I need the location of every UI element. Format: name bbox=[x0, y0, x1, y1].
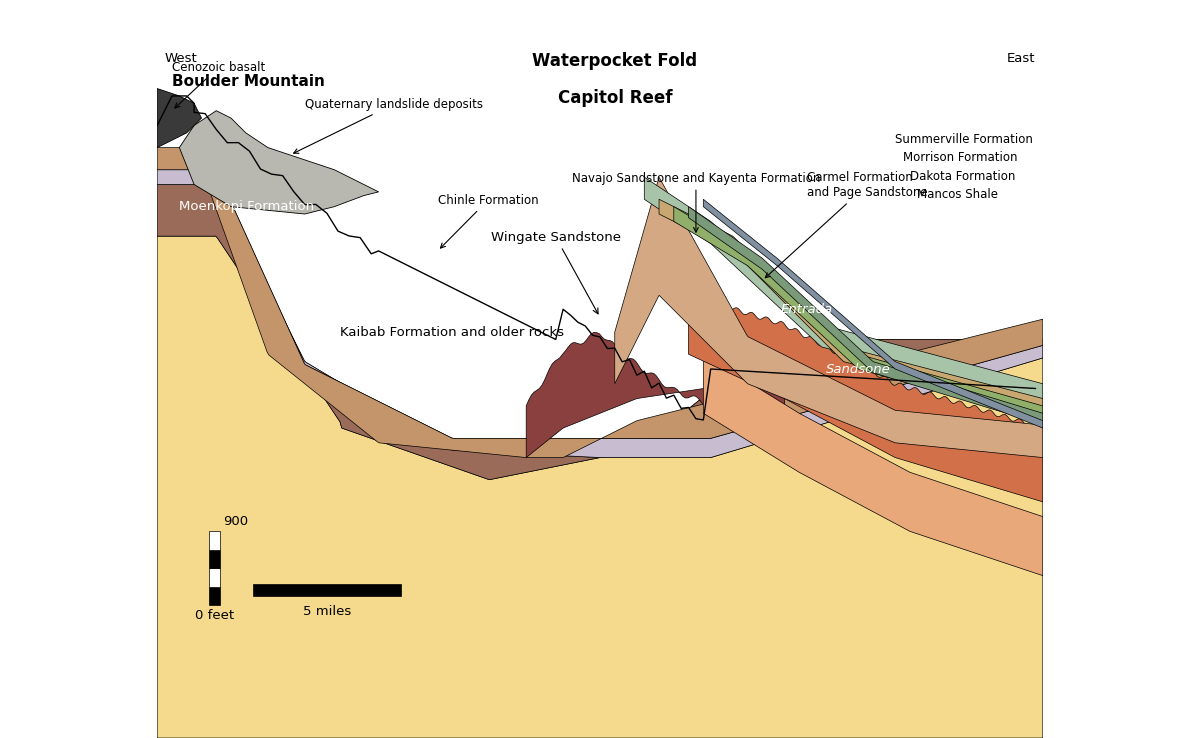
Text: Boulder Mountain: Boulder Mountain bbox=[172, 74, 325, 89]
Polygon shape bbox=[157, 236, 1043, 738]
Text: Waterpocket Fold: Waterpocket Fold bbox=[532, 52, 697, 69]
Text: Cenozoic basalt: Cenozoic basalt bbox=[172, 61, 265, 108]
Polygon shape bbox=[614, 177, 1043, 458]
Polygon shape bbox=[644, 177, 1043, 406]
Text: West: West bbox=[164, 52, 197, 65]
Text: 900: 900 bbox=[223, 514, 248, 528]
Polygon shape bbox=[659, 199, 1043, 413]
Text: Wingate Sandstone: Wingate Sandstone bbox=[491, 230, 620, 314]
Text: 5 miles: 5 miles bbox=[302, 605, 352, 618]
Text: East: East bbox=[1007, 52, 1036, 65]
Text: Summerville Formation: Summerville Formation bbox=[895, 133, 1033, 146]
Polygon shape bbox=[157, 170, 1043, 458]
Text: Entrada: Entrada bbox=[780, 303, 833, 317]
Polygon shape bbox=[157, 184, 1043, 480]
Text: Capitol Reef: Capitol Reef bbox=[558, 89, 672, 106]
Polygon shape bbox=[527, 332, 785, 458]
Polygon shape bbox=[674, 207, 1043, 421]
Text: Kaibab Formation and older rocks: Kaibab Formation and older rocks bbox=[341, 325, 564, 339]
Text: Navajo Sandstone and Kayenta Formation: Navajo Sandstone and Kayenta Formation bbox=[571, 171, 820, 232]
Bar bbox=[209, 568, 220, 587]
Text: Quaternary landslide deposits: Quaternary landslide deposits bbox=[294, 97, 482, 154]
Bar bbox=[253, 584, 401, 596]
Bar bbox=[209, 531, 220, 550]
Text: Moenkopi Formation: Moenkopi Formation bbox=[179, 200, 314, 213]
Text: Chinle Formation: Chinle Formation bbox=[438, 193, 539, 248]
Polygon shape bbox=[703, 354, 1043, 576]
Polygon shape bbox=[703, 199, 1043, 428]
Bar bbox=[209, 550, 220, 568]
Text: 0 feet: 0 feet bbox=[194, 609, 234, 622]
Text: Mancos Shale: Mancos Shale bbox=[917, 188, 998, 201]
Text: Dakota Formation: Dakota Formation bbox=[910, 170, 1015, 183]
Polygon shape bbox=[157, 148, 1043, 458]
Polygon shape bbox=[179, 111, 379, 214]
Text: Carmel Formation
and Page Sandstone: Carmel Formation and Page Sandstone bbox=[766, 171, 928, 277]
Bar bbox=[209, 587, 220, 605]
Text: Sandsone: Sandsone bbox=[826, 362, 890, 376]
Polygon shape bbox=[157, 89, 202, 148]
Text: Morrison Formation: Morrison Formation bbox=[902, 151, 1018, 165]
Polygon shape bbox=[689, 294, 1043, 502]
Polygon shape bbox=[689, 207, 1043, 424]
